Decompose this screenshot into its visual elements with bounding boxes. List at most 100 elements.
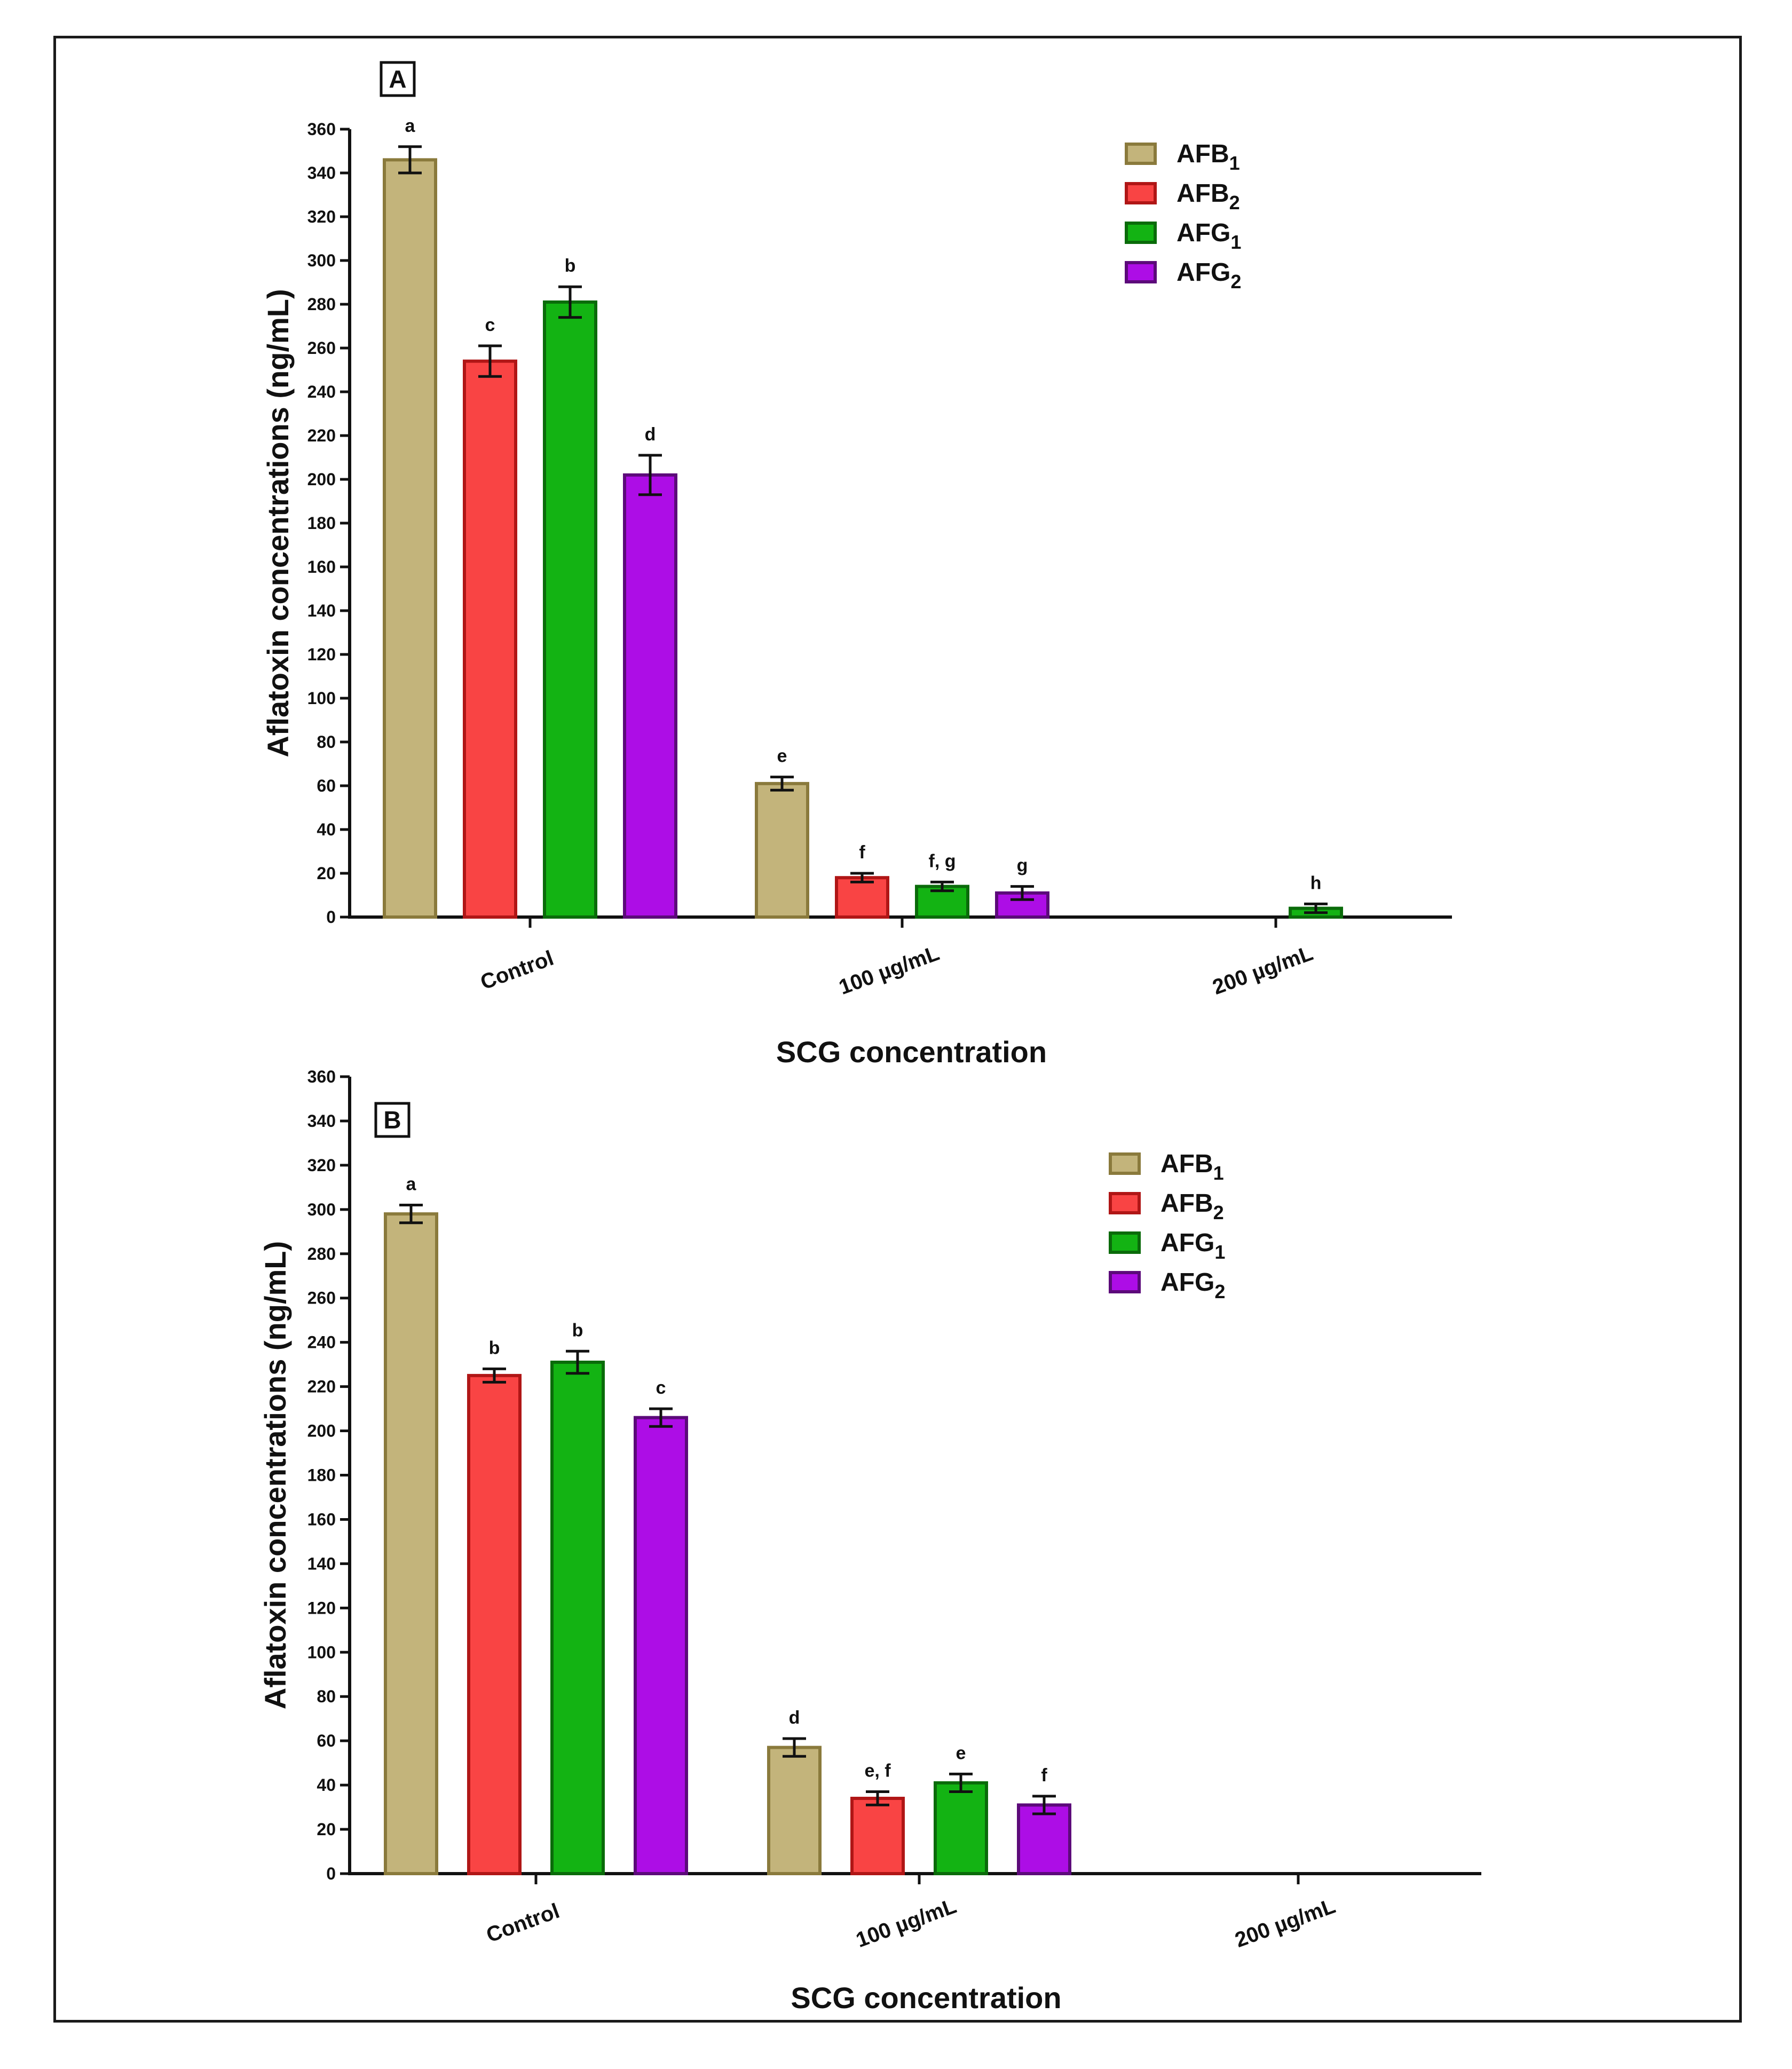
legend-swatch bbox=[1125, 143, 1157, 165]
legend-entry: AFB1 bbox=[1161, 1150, 1224, 1184]
legend-swatch bbox=[1109, 1271, 1141, 1293]
y-tick-label: 300 bbox=[307, 1200, 336, 1219]
chart-panel-b: B 0 20 40 60 80 100 120 140 160 180 200 220 240 260 280… bbox=[258, 1067, 1481, 2015]
y-tick-label: 0 bbox=[326, 1864, 336, 1883]
legend-entry: AFB2 bbox=[1161, 1189, 1224, 1223]
y-tick-label: 260 bbox=[307, 1289, 336, 1308]
legend-entry-subscript: 2 bbox=[1213, 1202, 1224, 1223]
y-tick-label: 40 bbox=[317, 820, 336, 839]
bar bbox=[835, 876, 889, 919]
legend-entry: AFG1 bbox=[1177, 219, 1241, 253]
y-axis-title: Aflatoxin concentrations (ng/mL) bbox=[261, 289, 295, 757]
significance-label: b bbox=[572, 1320, 583, 1340]
y-tick-label: 220 bbox=[307, 1377, 336, 1396]
y-tick-label: 320 bbox=[307, 1156, 336, 1175]
bar bbox=[995, 891, 1049, 919]
legend-swatch bbox=[1125, 182, 1157, 204]
legend-entry-name: AFG bbox=[1177, 219, 1230, 247]
bar bbox=[467, 1373, 522, 1875]
legend-entry-subscript: 1 bbox=[1230, 231, 1241, 253]
x-tick-label: 200 µg/mL bbox=[1210, 942, 1316, 1000]
y-tick-label: 80 bbox=[317, 1687, 336, 1706]
x-tick-label: 100 µg/mL bbox=[836, 942, 943, 1000]
bar bbox=[634, 1416, 688, 1875]
y-tick-label: 340 bbox=[307, 163, 336, 183]
x-axis-title: SCG concentration bbox=[791, 1981, 1061, 2015]
y-tick-label: 240 bbox=[307, 1333, 336, 1352]
y-tick-label: 180 bbox=[307, 1466, 336, 1485]
x-tick-label: 100 µg/mL bbox=[853, 1894, 960, 1953]
significance-label: g bbox=[1017, 856, 1028, 876]
significance-label: f, g bbox=[929, 851, 956, 871]
y-tick-label: 140 bbox=[307, 1554, 336, 1573]
legend-entry-name: AFB bbox=[1161, 1189, 1213, 1218]
legend-entry-subscript: 1 bbox=[1229, 152, 1240, 174]
legend-entry-name: AFG bbox=[1161, 1229, 1214, 1257]
legend-swatch bbox=[1109, 1231, 1141, 1254]
legend-swatch bbox=[1125, 261, 1157, 283]
bar bbox=[623, 473, 677, 919]
bar bbox=[550, 1360, 605, 1876]
significance-label: c bbox=[485, 315, 495, 335]
bar bbox=[384, 1212, 438, 1875]
y-tick-label: 240 bbox=[307, 382, 336, 401]
significance-label: e bbox=[956, 1743, 966, 1763]
y-tick-label: 360 bbox=[307, 120, 336, 139]
legend-entry-subscript: 2 bbox=[1229, 192, 1240, 214]
y-tick-label: 160 bbox=[307, 557, 336, 577]
significance-label: c bbox=[656, 1378, 666, 1398]
panel-label-box bbox=[380, 61, 416, 97]
legend-entry-name: AFG bbox=[1161, 1268, 1214, 1297]
chart-panel-a: A 0 20 40 60 80 100 120 140 160 180 200 220 240 260 280… bbox=[261, 61, 1452, 1069]
y-tick-label: 320 bbox=[307, 207, 336, 226]
bar bbox=[767, 1746, 822, 1876]
legend-entry: AFB2 bbox=[1177, 179, 1240, 214]
bar bbox=[543, 300, 597, 919]
legend-entry: AFB1 bbox=[1177, 140, 1240, 174]
x-tick-label: Control bbox=[483, 1899, 563, 1947]
y-tick-label: 60 bbox=[317, 776, 336, 795]
legend-entry-name: AFB bbox=[1177, 140, 1229, 168]
significance-label: a bbox=[406, 1174, 417, 1195]
bar bbox=[755, 781, 809, 919]
legend-entry-name: AFB bbox=[1161, 1150, 1213, 1178]
legend-entry: AFG2 bbox=[1177, 258, 1241, 293]
y-tick-label: 120 bbox=[307, 1598, 336, 1617]
y-axis-title: Aflatoxin concentrations (ng/mL) bbox=[258, 1241, 292, 1709]
y-tick-label: 360 bbox=[307, 1067, 336, 1086]
panel-label-box bbox=[374, 1102, 410, 1138]
legend-swatch bbox=[1109, 1192, 1141, 1214]
y-tick-label: 300 bbox=[307, 251, 336, 270]
x-axis-title: SCG concentration bbox=[776, 1035, 1047, 1069]
y-tick-label: 0 bbox=[326, 907, 336, 927]
legend-entry-subscript: 1 bbox=[1213, 1162, 1224, 1184]
legend-entry-subscript: 2 bbox=[1214, 1281, 1225, 1302]
y-tick-label: 20 bbox=[317, 864, 336, 883]
significance-label: h bbox=[1311, 873, 1322, 893]
significance-label: d bbox=[645, 424, 656, 445]
y-tick-label: 40 bbox=[317, 1775, 336, 1795]
significance-label: e, f bbox=[864, 1761, 891, 1781]
y-tick-label: 260 bbox=[307, 338, 336, 358]
legend-entry: AFG1 bbox=[1161, 1229, 1225, 1263]
y-tick-label: 280 bbox=[307, 295, 336, 314]
bar bbox=[1017, 1803, 1071, 1875]
y-tick-label: 60 bbox=[317, 1731, 336, 1750]
legend-entry-name: AFG bbox=[1177, 258, 1230, 287]
y-tick-label: 220 bbox=[307, 426, 336, 445]
legend-entry: AFG2 bbox=[1161, 1268, 1225, 1302]
y-tick-label: 200 bbox=[307, 470, 336, 489]
x-tick-label: 200 µg/mL bbox=[1232, 1894, 1339, 1953]
legend-entry-subscript: 2 bbox=[1230, 271, 1241, 293]
legend-swatch bbox=[1125, 222, 1157, 244]
significance-label: d bbox=[789, 1708, 800, 1728]
bar bbox=[383, 158, 437, 919]
y-tick-label: 180 bbox=[307, 514, 336, 533]
y-tick-label: 280 bbox=[307, 1244, 336, 1263]
y-tick-label: 200 bbox=[307, 1422, 336, 1441]
significance-label: b bbox=[565, 256, 576, 276]
significance-label: a bbox=[405, 116, 416, 136]
bar bbox=[850, 1796, 905, 1875]
legend-swatch bbox=[1109, 1152, 1141, 1175]
